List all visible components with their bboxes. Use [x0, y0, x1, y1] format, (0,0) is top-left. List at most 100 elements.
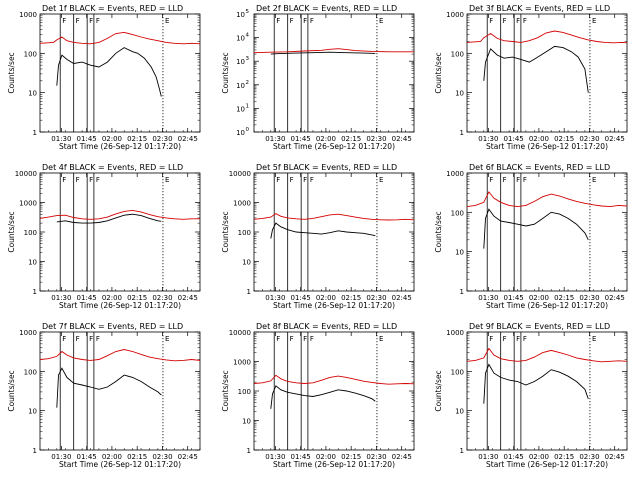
x-tick-label: 02:45 — [392, 135, 412, 143]
x-axis-label: Start Time (26-Sep-12 01:17:20) — [273, 301, 395, 310]
panel-title: Det 6f BLACK = Events, RED = LLD — [469, 163, 610, 172]
events-series-line — [270, 51, 376, 55]
x-tick-label: 02:00 — [529, 294, 549, 302]
x-tick-label: 01:30 — [265, 453, 285, 461]
panel-title: Det 1f BLACK = Events, RED = LLD — [42, 4, 183, 13]
event-marker-label: E — [379, 335, 383, 343]
panel-det-6f: Det 6f BLACK = Events, RED = LLD 1 10 100 10… — [434, 163, 628, 310]
event-marker-label: F — [523, 17, 527, 25]
event-marker-label: F — [290, 335, 294, 343]
event-marker-label: F — [303, 335, 307, 343]
event-marker-label: F — [489, 176, 493, 184]
x-tick-label: 01:45 — [77, 453, 97, 461]
y-tick-exponent: 1 — [246, 103, 250, 109]
x-tick-label: 02:45 — [605, 453, 625, 461]
y-tick-label: 10 — [236, 129, 245, 137]
x-tick-label: 02:00 — [529, 453, 549, 461]
y-tick-label: 1000 — [19, 200, 37, 208]
y-tick-label: 1000 — [19, 11, 37, 19]
y-tick-label: 10 — [242, 418, 251, 426]
x-tick-label: 02:15 — [127, 453, 147, 461]
x-tick-label: 01:30 — [51, 135, 71, 143]
event-marker-label: F — [310, 335, 314, 343]
panel-det-5f: Det 5f BLACK = Events, RED = LLD 1 10 100 10… — [221, 163, 415, 310]
y-tick-label: 1 — [33, 129, 37, 137]
event-marker-label: E — [165, 176, 169, 184]
x-axis-label: Start Time (26-Sep-12 01:17:20) — [486, 460, 608, 469]
lld-series-line — [466, 191, 628, 208]
x-axis-label: Start Time (26-Sep-12 01:17:20) — [59, 301, 181, 310]
y-tick-label: 100 — [24, 50, 37, 58]
plot-frame — [466, 331, 628, 451]
y-axis-label: Counts/sec — [221, 370, 230, 411]
x-tick-label: 01:45 — [504, 135, 524, 143]
y-tick-label: 1000 — [233, 200, 251, 208]
panel-title: Det 7f BLACK = Events, RED = LLD — [42, 322, 183, 331]
event-marker-label: F — [516, 17, 520, 25]
x-tick-label: 02:15 — [127, 294, 147, 302]
event-marker-label: F — [276, 335, 280, 343]
event-marker-label: F — [489, 17, 493, 25]
x-tick-label: 02:30 — [366, 294, 386, 302]
y-axis-label: Counts/sec — [221, 211, 230, 252]
y-axis-label: Counts/sec — [221, 52, 230, 93]
y-tick-label: 10 — [28, 259, 37, 267]
x-tick-label: 02:00 — [316, 135, 336, 143]
y-tick-exponent: 2 — [246, 80, 250, 86]
event-marker-label: F — [76, 17, 80, 25]
y-tick-label: 1000 — [233, 359, 251, 367]
y-axis-label: Counts/sec — [7, 211, 16, 252]
event-marker-label: F — [89, 17, 93, 25]
x-axis-label: Start Time (26-Sep-12 01:17:20) — [273, 460, 395, 469]
event-marker-label: F — [503, 17, 507, 25]
y-axis-label: Counts/sec — [434, 370, 443, 411]
y-tick-label: 10 — [455, 408, 464, 416]
plot-frame — [39, 13, 201, 133]
x-tick-label: 02:15 — [341, 135, 361, 143]
y-tick-label: 100 — [451, 50, 464, 58]
x-tick-label: 01:30 — [51, 294, 71, 302]
x-tick-label: 01:45 — [291, 453, 311, 461]
event-marker-label: E — [592, 335, 596, 343]
x-tick-label: 01:45 — [504, 453, 524, 461]
events-series-line — [56, 367, 162, 408]
y-tick-label: 10 — [28, 90, 37, 98]
panel-det-4f: Det 4f BLACK = Events, RED = LLD 1 10 100 10… — [7, 163, 201, 310]
event-marker-label: E — [592, 17, 596, 25]
x-tick-label: 02:00 — [102, 135, 122, 143]
y-tick-label: 10 — [236, 11, 245, 19]
x-tick-label: 02:00 — [102, 294, 122, 302]
y-tick-label: 10000 — [15, 170, 37, 178]
x-axis-label: Start Time (26-Sep-12 01:17:20) — [59, 142, 181, 151]
panel-det-9f: Det 9f BLACK = Events, RED = LLD 1 10 100 10… — [434, 322, 628, 469]
event-marker-label: F — [76, 335, 80, 343]
x-tick-label: 02:15 — [127, 135, 147, 143]
lld-series-line — [39, 31, 201, 45]
x-tick-label: 02:45 — [605, 135, 625, 143]
x-tick-label: 02:15 — [554, 453, 574, 461]
event-marker-label: F — [89, 335, 93, 343]
y-tick-label: 1 — [247, 288, 251, 296]
x-tick-label: 02:30 — [152, 135, 172, 143]
y-axis-label: Counts/sec — [7, 52, 16, 93]
x-tick-label: 02:45 — [392, 453, 412, 461]
x-tick-label: 02:30 — [579, 294, 599, 302]
x-tick-label: 01:30 — [478, 135, 498, 143]
x-tick-label: 02:45 — [178, 453, 198, 461]
x-tick-label: 01:45 — [77, 135, 97, 143]
lld-series-line — [39, 209, 200, 220]
x-tick-label: 02:30 — [366, 453, 386, 461]
y-tick-label: 1000 — [19, 329, 37, 337]
event-marker-label: F — [290, 17, 294, 25]
events-series-line — [270, 222, 376, 239]
y-axis-label: Counts/sec — [434, 52, 443, 93]
y-tick-label: 10 — [236, 82, 245, 90]
x-tick-label: 02:45 — [178, 135, 198, 143]
y-tick-label: 1000 — [446, 170, 464, 178]
event-marker-label: F — [310, 176, 314, 184]
x-tick-label: 02:00 — [102, 453, 122, 461]
event-marker-label: F — [523, 176, 527, 184]
y-tick-label: 100 — [451, 368, 464, 376]
